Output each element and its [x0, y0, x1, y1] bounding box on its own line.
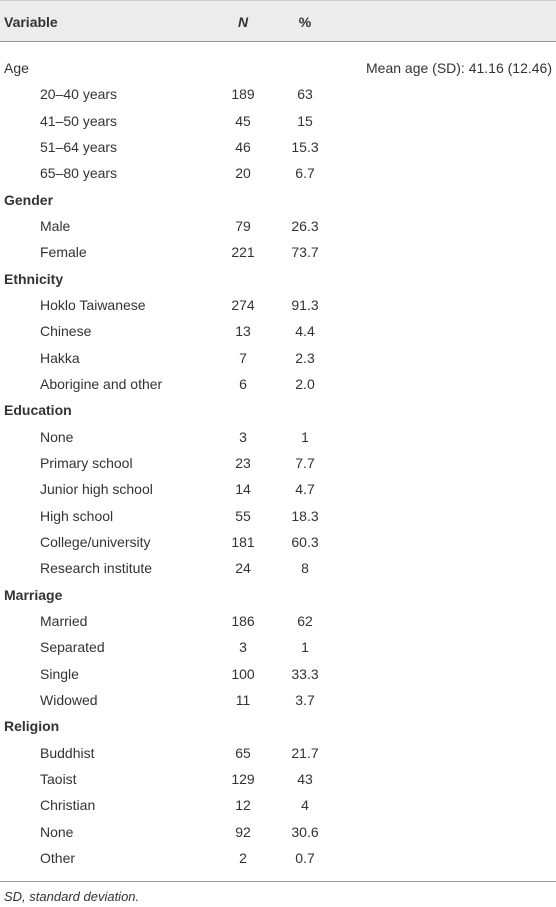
- row-label: Female: [40, 244, 87, 261]
- row-percent: 63: [297, 86, 313, 103]
- row-label: None: [40, 823, 74, 840]
- row-label: Hoklo Taiwanese: [40, 296, 146, 313]
- header-n: N: [237, 14, 249, 30]
- row-label: 65–80 years: [40, 165, 118, 182]
- row-percent: 4: [301, 797, 309, 814]
- row-n: 79: [235, 217, 251, 234]
- footnote: SD, standard deviation.: [4, 889, 140, 904]
- row-percent: 15: [297, 112, 313, 129]
- row-n: 20: [235, 165, 251, 182]
- row-label: 20–40 years: [40, 86, 118, 103]
- row-label: Married: [40, 612, 88, 629]
- row-n: 12: [235, 797, 251, 814]
- row-percent: 2.0: [295, 375, 315, 392]
- row-label: Other: [40, 849, 76, 866]
- row-percent: 21.7: [291, 744, 319, 761]
- row-percent: 4.4: [295, 323, 315, 340]
- row-label: Hakka: [40, 349, 80, 366]
- row-percent: 3.7: [295, 691, 315, 708]
- row-percent: 26.3: [291, 217, 319, 234]
- section-label: Education: [4, 402, 72, 419]
- section-label: Marriage: [4, 586, 63, 603]
- header-percent: %: [298, 14, 312, 30]
- row-n: 189: [231, 86, 255, 103]
- row-percent: 62: [297, 612, 313, 629]
- row-n: 65: [235, 744, 251, 761]
- row-percent: 2.3: [295, 349, 315, 366]
- row-label: 51–64 years: [40, 138, 118, 155]
- row-n: 14: [235, 481, 251, 498]
- row-label: High school: [40, 507, 114, 524]
- row-percent: 8: [301, 560, 309, 577]
- row-n: 129: [231, 770, 255, 787]
- section-note: Mean age (SD): 41.16 (12.46): [366, 60, 552, 76]
- row-percent: 33.3: [291, 665, 319, 682]
- row-label: Single: [40, 665, 79, 682]
- row-n: 181: [231, 533, 255, 550]
- header-row: [0, 0, 556, 42]
- row-n: 274: [231, 296, 255, 313]
- row-n: 92: [235, 823, 251, 840]
- row-percent: 43: [297, 770, 313, 787]
- row-n: 3: [239, 639, 247, 656]
- row-label: College/university: [40, 533, 151, 550]
- row-n: 186: [231, 612, 255, 629]
- bottom-rule: [0, 881, 556, 882]
- row-n: 46: [235, 138, 251, 155]
- row-n: 13: [235, 323, 251, 340]
- row-label: None: [40, 428, 74, 445]
- row-n: 24: [235, 560, 251, 577]
- row-n: 11: [235, 691, 251, 708]
- row-percent: 60.3: [291, 533, 319, 550]
- row-n: 45: [235, 112, 251, 129]
- row-label: Male: [40, 217, 71, 234]
- row-n: 55: [235, 507, 251, 524]
- section-label: Religion: [4, 718, 60, 735]
- row-percent: 1: [301, 428, 309, 445]
- row-percent: 91.3: [291, 296, 319, 313]
- section-label: Ethnicity: [4, 270, 64, 287]
- row-n: 3: [239, 428, 247, 445]
- row-label: Christian: [40, 797, 96, 814]
- row-n: 221: [231, 244, 255, 261]
- row-label: Taoist: [40, 770, 77, 787]
- row-label: Buddhist: [40, 744, 95, 761]
- row-n: 6: [239, 375, 247, 392]
- row-percent: 18.3: [291, 507, 319, 524]
- row-percent: 1: [301, 639, 309, 656]
- row-label: Separated: [40, 639, 105, 656]
- row-n: 7: [239, 349, 247, 366]
- row-label: Chinese: [40, 323, 92, 340]
- row-label: Research institute: [40, 560, 153, 577]
- row-label: Aborigine and other: [40, 375, 163, 392]
- row-n: 100: [231, 665, 255, 682]
- row-label: Junior high school: [40, 481, 153, 498]
- row-label: 41–50 years: [40, 112, 118, 129]
- row-label: Widowed: [40, 691, 98, 708]
- row-percent: 30.6: [291, 823, 319, 840]
- row-percent: 73.7: [291, 244, 319, 261]
- row-percent: 6.7: [295, 165, 315, 182]
- row-percent: 0.7: [295, 849, 315, 866]
- row-n: 23: [235, 454, 251, 471]
- row-percent: 7.7: [295, 454, 315, 471]
- section-label: Age: [4, 60, 29, 76]
- section-label: Gender: [4, 191, 54, 208]
- row-n: 2: [239, 849, 247, 866]
- row-percent: 4.7: [295, 481, 315, 498]
- row-percent: 15.3: [291, 138, 319, 155]
- header-variable: Variable: [4, 14, 58, 30]
- row-label: Primary school: [40, 454, 133, 471]
